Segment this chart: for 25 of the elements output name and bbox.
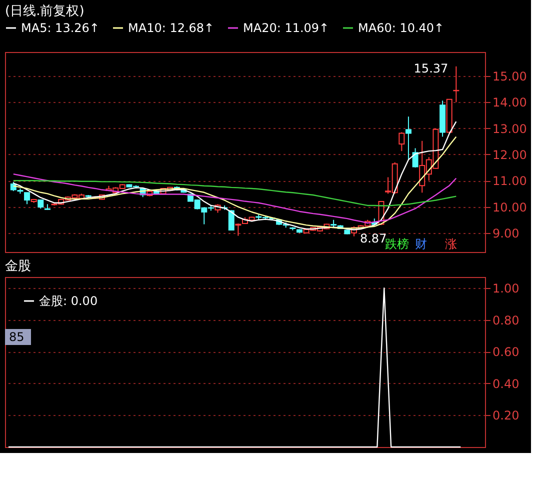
legend-label: MA20: 11.09↑ xyxy=(243,21,330,35)
annotation: 15.37 xyxy=(414,61,448,76)
y-tick-label: 15.00 xyxy=(492,70,527,84)
chart-title: (日线.前复权) xyxy=(5,4,84,19)
legend-label: MA5: 13.26↑ xyxy=(21,21,100,35)
y-tick-label: 9.00 xyxy=(492,226,520,240)
legend-label: MA60: 10.40↑ xyxy=(358,21,444,35)
y-tick-label: 13.00 xyxy=(492,122,527,136)
legend-label: 金股: 0.00 xyxy=(39,294,98,308)
chart-title: 金股 xyxy=(5,259,31,274)
y-tick-label: 0.40 xyxy=(492,376,520,391)
y-tick-label: 0.60 xyxy=(492,345,520,360)
legend-label: MA10: 12.68↑ xyxy=(128,21,214,35)
y-tick-label: 11.00 xyxy=(492,174,527,188)
annotation: 财 xyxy=(415,237,427,251)
annotation: 涨 xyxy=(445,237,457,251)
annotation: 8.87 xyxy=(360,231,387,246)
y-tick-label: 1.00 xyxy=(492,282,520,296)
y-tick-label: 10.00 xyxy=(492,200,527,214)
y-tick-label: 0.80 xyxy=(492,313,520,328)
y-tick-label: 14.00 xyxy=(492,96,527,110)
y-tick-label: 0.20 xyxy=(492,408,520,423)
y-tick-label: 12.00 xyxy=(492,148,527,162)
annotation: 85 xyxy=(9,330,24,344)
annotation: 跌榜 xyxy=(385,237,409,251)
